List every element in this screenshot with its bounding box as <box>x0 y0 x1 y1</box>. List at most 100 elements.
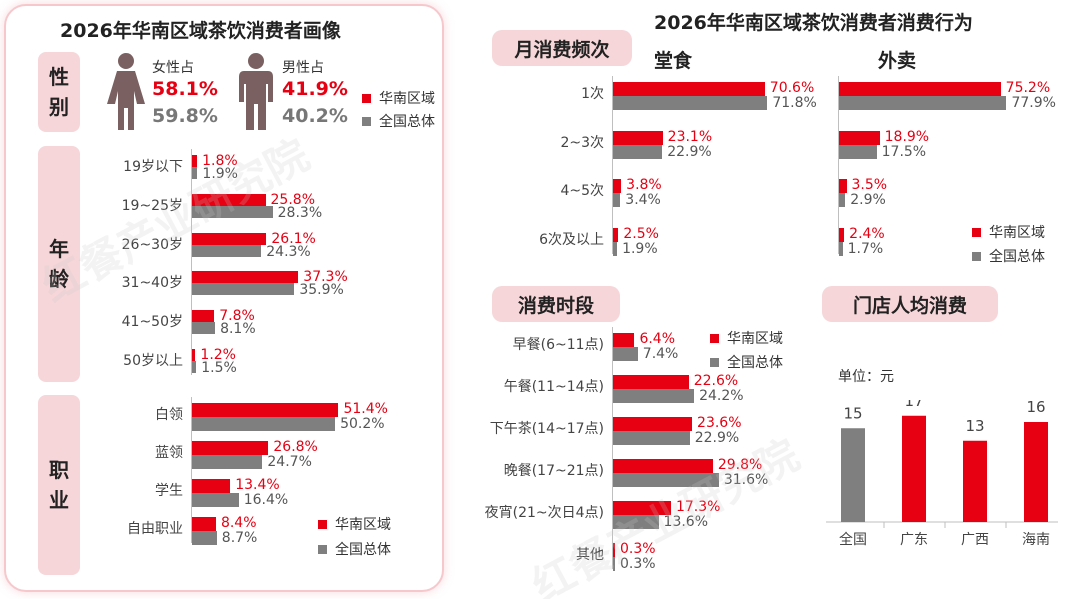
bar-national <box>839 241 843 256</box>
value-label-national: 1.5% <box>201 360 237 376</box>
value-label-south: 8.4% <box>220 515 257 531</box>
spend-category-label: 广西 <box>961 532 989 548</box>
age-chart: 19岁以下 1.8% 1.9% 19~25岁 25.8% 28.3% 26~30岁 26.1%… <box>0 0 440 599</box>
female-label: 女性占 <box>152 60 194 76</box>
occupation-section-label: 职 业 <box>38 395 80 575</box>
legend-swatch-south <box>710 333 719 343</box>
value-label-national: 0.3% <box>620 556 656 572</box>
monthly-legend-south: 华南区域 <box>972 222 1045 242</box>
value-label-south: 26.1% <box>271 230 316 247</box>
bar-national <box>192 493 239 507</box>
category-label: 19岁以下 <box>123 159 183 175</box>
chart-axis <box>838 76 839 254</box>
value-label-national: 2.9% <box>850 192 886 208</box>
value-label-national: 22.9% <box>694 430 740 446</box>
bar-national <box>613 347 638 361</box>
category-label: 白领 <box>155 407 183 423</box>
bar-south <box>192 403 339 417</box>
bar-south <box>192 441 269 455</box>
value-label-south: 75.2% <box>1005 80 1051 96</box>
bar-national <box>613 144 663 159</box>
profile-title: 2026年华南区域茶饮消费者画像 <box>60 20 341 42</box>
chart-axis <box>191 397 192 543</box>
spend-category-label: 广东 <box>900 532 928 548</box>
female-icon <box>107 53 145 130</box>
legend-swatch-south <box>972 227 981 237</box>
value-label-south: 2.4% <box>849 225 885 242</box>
bar-national <box>192 455 263 469</box>
bar-south <box>613 179 622 193</box>
chart-axis <box>612 76 613 254</box>
legend-swatch-national <box>710 357 719 367</box>
spend-bar <box>963 440 987 522</box>
spend-bar <box>841 428 865 522</box>
value-label-national: 17.5% <box>881 143 927 160</box>
value-label-national: 16.4% <box>243 492 289 508</box>
bar-south <box>192 517 216 531</box>
time-legend-national: 全国总体 <box>710 352 783 372</box>
gender-legend-national: 全国总体 <box>362 111 435 131</box>
value-label-national: 1.9% <box>202 166 238 182</box>
value-label-national: 8.1% <box>220 321 256 338</box>
time-legend-south: 华南区域 <box>710 328 783 348</box>
female-south-value: 58.1% <box>152 78 218 100</box>
value-label-south: 51.4% <box>343 401 388 417</box>
delivery-label: 外卖 <box>878 50 917 72</box>
bar-national <box>613 96 768 110</box>
category-label: 31~40岁 <box>121 275 183 292</box>
value-label-national: 77.9% <box>1011 95 1056 111</box>
value-label-national: 7.4% <box>642 346 679 362</box>
bar-national <box>192 361 197 373</box>
legend-swatch-south <box>362 93 371 103</box>
value-label-south: 2.5% <box>623 225 659 242</box>
bar-south <box>613 417 693 431</box>
avg-spend-unit: 单位：元 <box>838 369 894 385</box>
bar-national <box>192 167 198 179</box>
value-label-south: 26.8% <box>273 439 318 455</box>
value-label-national: 24.3% <box>266 243 311 260</box>
monthly-legend-national: 全国总体 <box>972 246 1045 266</box>
legend-swatch-national <box>972 251 981 261</box>
category-label: 2~3次 <box>560 134 604 151</box>
value-label-south: 23.1% <box>667 128 713 145</box>
bar-south <box>192 193 266 206</box>
category-label: 19~25岁 <box>121 197 183 214</box>
value-label-south: 25.8% <box>270 191 315 208</box>
dine-in-label: 堂食 <box>654 50 693 72</box>
category-label: 自由职业 <box>127 521 183 537</box>
avg-spend-chart: 15 全国 17 广东 13 广西 16 海南 <box>826 400 1058 548</box>
time-slot-label: 消费时段 <box>492 286 620 322</box>
spend-category-label: 全国 <box>839 531 867 548</box>
behavior-title: 2026年华南区域茶饮消费者消费行为 <box>654 12 973 34</box>
value-label-south: 37.3% <box>303 269 348 286</box>
chart-axis <box>612 327 613 569</box>
bar-national <box>192 322 216 335</box>
bar-south <box>613 375 689 389</box>
category-label: 午餐(11~14点) <box>503 379 604 395</box>
bar-south <box>839 130 880 145</box>
bar-national <box>613 473 719 487</box>
value-label-national: 35.9% <box>299 282 344 299</box>
value-label-national: 13.6% <box>663 514 709 530</box>
category-label: 学生 <box>155 483 183 499</box>
value-label-south: 7.8% <box>219 308 255 325</box>
value-label-south: 3.8% <box>626 177 662 193</box>
spend-value-label: 17 <box>904 400 923 410</box>
category-label: 50岁以上 <box>123 353 183 369</box>
category-label: 早餐(6~11点) <box>512 337 604 353</box>
legend-swatch-south <box>318 519 327 529</box>
value-label-national: 1.9% <box>622 240 658 257</box>
legend-swatch-national <box>362 116 371 126</box>
category-label: 1次 <box>581 86 604 102</box>
value-label-national: 24.2% <box>699 388 744 404</box>
bar-south <box>839 227 845 242</box>
occupation-legend-south: 华南区域 <box>318 514 391 534</box>
value-label-national: 8.7% <box>221 530 258 546</box>
category-label: 夜宵(21~次日4点) <box>484 505 604 521</box>
male-south-value: 41.9% <box>282 78 348 100</box>
bar-south <box>613 82 765 96</box>
value-label-south: 13.4% <box>235 477 280 493</box>
category-label: 26~30岁 <box>121 236 183 253</box>
value-label-south: 0.3% <box>620 541 656 557</box>
